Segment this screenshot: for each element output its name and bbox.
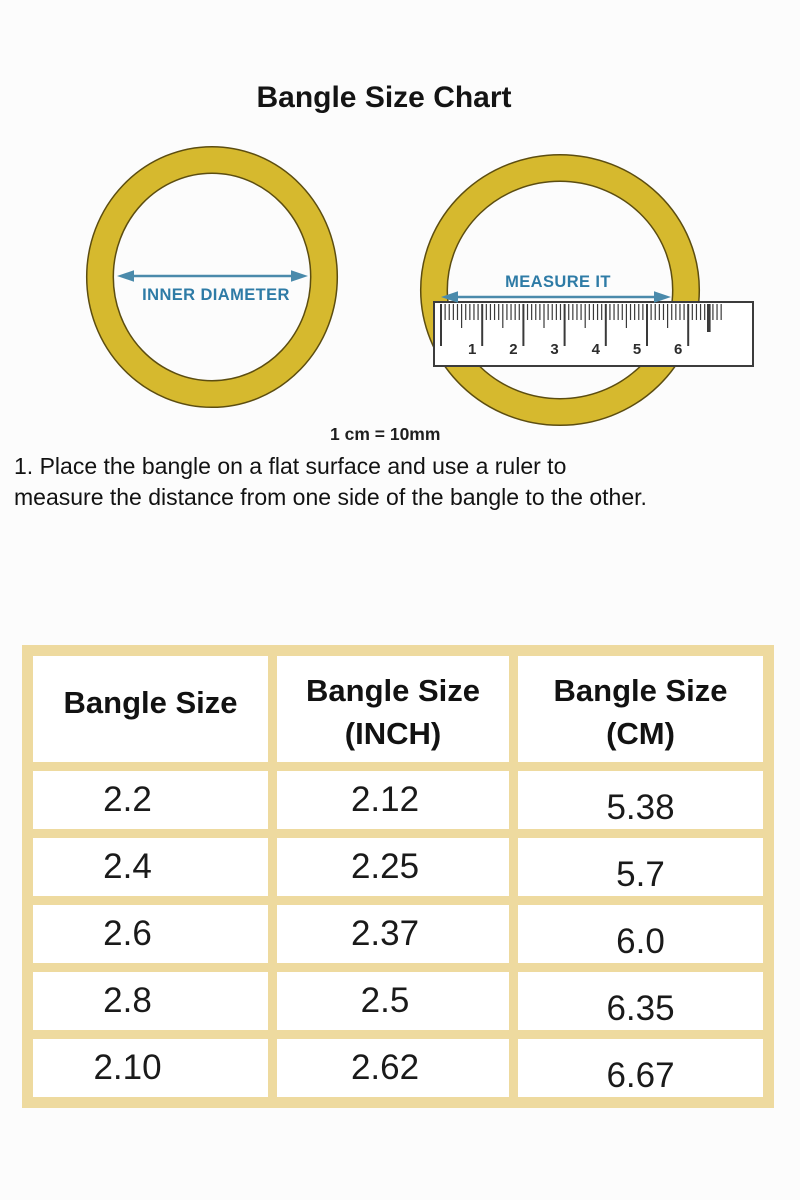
- header-title: Bangle Size: [306, 673, 480, 708]
- ruler-number: 3: [550, 341, 558, 358]
- table-header-cell: Bangle Size (INCH): [277, 656, 509, 762]
- table-header-cell: Bangle Size (CM): [518, 656, 763, 762]
- table-cell: 2.2: [33, 771, 268, 829]
- scale-note: 1 cm = 10mm: [330, 424, 441, 444]
- instruction-text: 1. Place the bangle on a flat surface an…: [14, 451, 790, 513]
- ruler-number: 4: [592, 341, 601, 358]
- table-cell: 2.37: [277, 905, 509, 963]
- ruler-number: 2: [509, 341, 517, 358]
- table-cell: 2.25: [277, 838, 509, 896]
- table-cell: 2.5: [277, 972, 509, 1030]
- table-cell: 2.62: [277, 1039, 509, 1097]
- header-title: Bangle Size: [553, 673, 728, 708]
- ruler: 1 2 3 4 5 6: [433, 301, 754, 367]
- ruler-numbers: 1 2 3 4 5 6: [468, 341, 682, 358]
- table-cell: 2.6: [33, 905, 268, 963]
- left-bangle-illustration: [85, 145, 339, 409]
- ruler-number: 6: [674, 341, 682, 358]
- table-cell: 6.67: [518, 1039, 763, 1097]
- table-cell: 2.4: [33, 838, 268, 896]
- table-cell: 2.12: [277, 771, 509, 829]
- inner-diameter-label: INNER DIAMETER: [142, 286, 290, 304]
- measure-it-label: MEASURE IT: [505, 273, 611, 291]
- table-cell: 5.38: [518, 771, 763, 829]
- table-header-cell: Bangle Size: [33, 656, 268, 762]
- table-cell: 6.35: [518, 972, 763, 1030]
- bangle-diagram: INNER DIAMETER 1 2 3 4 5 6 MEASURE IT: [85, 145, 754, 427]
- page-title: Bangle Size Chart: [256, 81, 512, 114]
- ruler-ticks: [440, 304, 722, 346]
- table-cell: 6.0: [518, 905, 763, 963]
- header-subtitle: (INCH): [344, 716, 442, 751]
- table-cell: 2.8: [33, 972, 268, 1030]
- measure-it-arrow: [441, 291, 671, 303]
- instruction-line: 1. Place the bangle on a flat surface an…: [14, 453, 567, 479]
- ruler-number: 5: [633, 341, 641, 358]
- ruler-number: 1: [468, 341, 476, 358]
- table-cell: 2.10: [33, 1039, 268, 1097]
- header-title: Bangle Size: [63, 685, 238, 720]
- table-cell: 5.7: [518, 838, 763, 896]
- inner-diameter-arrow: [117, 270, 308, 282]
- right-bangle-illustration: [419, 153, 701, 427]
- bangle-size-table: Bangle Size Bangle Size (INCH) Bangle Size (…: [22, 645, 774, 1108]
- instruction-line: measure the distance from one side of th…: [14, 484, 647, 510]
- header-subtitle: (CM): [606, 716, 675, 751]
